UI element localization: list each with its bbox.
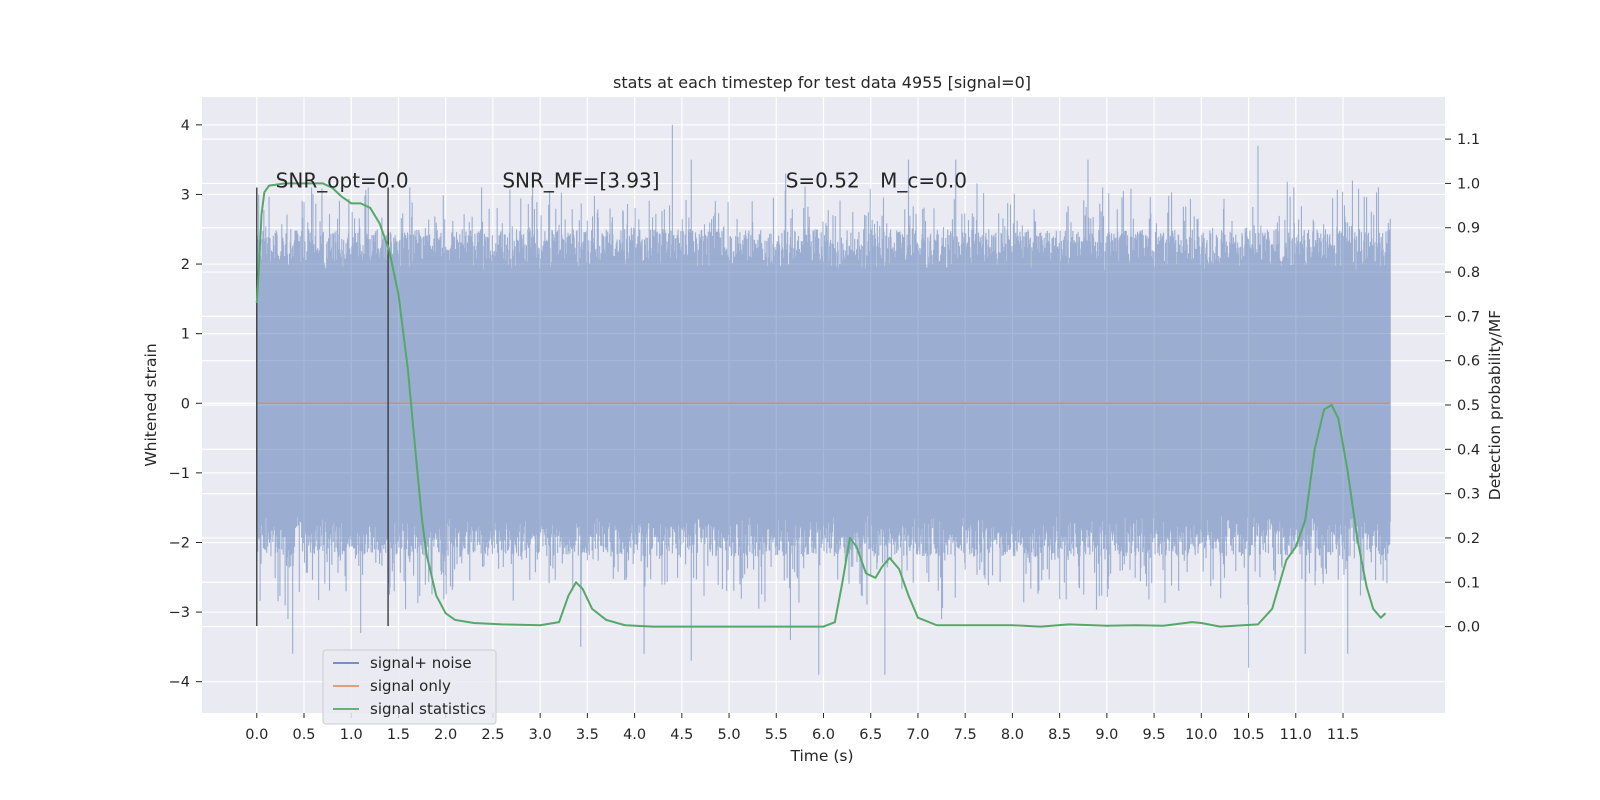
x-tick-label: 4.0 <box>623 727 646 743</box>
y-tick-label-right: 0.6 <box>1457 354 1480 370</box>
y-tick-label-right: 0.8 <box>1457 265 1480 281</box>
annotation-text: SNR_opt=0.0 <box>276 169 409 193</box>
x-tick-label: 6.5 <box>859 727 882 743</box>
y-tick-label-right: 0.3 <box>1457 487 1480 503</box>
y-tick-label-left: −2 <box>169 535 190 551</box>
x-tick-label: 9.5 <box>1143 727 1166 743</box>
y-tick-label-right: 1.0 <box>1457 176 1480 192</box>
y-tick-label-left: −1 <box>169 466 190 482</box>
annotations: SNR_opt=0.0 SNR_MF=[3.93] S=0.52 M_c=0.0 <box>276 169 967 193</box>
x-tick-label: 5.5 <box>765 727 788 743</box>
annotation-text: S=0.52 <box>786 169 860 193</box>
x-tick-label: 9.0 <box>1095 727 1118 743</box>
legend-label-signal-statistics: signal statistics <box>370 700 486 718</box>
x-tick-label: 1.0 <box>340 727 363 743</box>
y-tick-label-right: 0.0 <box>1457 620 1480 636</box>
x-tick-label: 11.0 <box>1280 727 1312 743</box>
y-tick-label-left: −4 <box>169 675 190 691</box>
legend: signal+ noise signal only signal statist… <box>322 649 497 725</box>
x-tick-label: 3.0 <box>529 727 552 743</box>
x-axis-label: Time (s) <box>789 747 853 765</box>
x-tick-label: 3.5 <box>576 727 599 743</box>
annotation-text: M_c=0.0 <box>880 169 967 193</box>
legend-label-signal-noise: signal+ noise <box>370 654 472 672</box>
signal-statistics-series <box>255 182 1387 628</box>
x-tick-label: 4.5 <box>670 727 693 743</box>
signal-statistics-line <box>255 182 1387 628</box>
x-tick-label: 0.0 <box>245 727 268 743</box>
y-tick-label-right: 1.1 <box>1457 132 1480 148</box>
x-tick-label: 10.0 <box>1185 727 1217 743</box>
y-tick-label-right: 0.5 <box>1457 398 1480 414</box>
y-tick-label-right: 0.9 <box>1457 221 1480 237</box>
y-tick-label-left: 2 <box>181 257 190 273</box>
x-tick-label: 2.5 <box>481 727 504 743</box>
y-tick-label-left: 4 <box>181 118 190 134</box>
annotation-text: SNR_MF=[3.93] <box>502 169 659 193</box>
x-tick-label: 6.0 <box>812 727 835 743</box>
y-tick-label-right: 0.7 <box>1457 309 1480 325</box>
x-tick-label: 10.5 <box>1232 727 1264 743</box>
x-tick-label: 2.0 <box>434 727 457 743</box>
y-tick-label-left: 0 <box>181 396 190 412</box>
legend-box <box>322 649 497 725</box>
chart-title: stats at each timestep for test data 495… <box>613 73 1031 92</box>
x-tick-label: 5.0 <box>718 727 741 743</box>
x-tick-label: 7.5 <box>954 727 977 743</box>
x-tick-label: 1.5 <box>387 727 410 743</box>
x-tick-label: 0.5 <box>292 727 315 743</box>
y-axis-label-left: Whitened strain <box>142 343 160 466</box>
y-tick-label-right: 0.2 <box>1457 531 1480 547</box>
y-tick-label-left: 1 <box>181 327 190 343</box>
tick-labels: 0.0 0.5 1.0 1.5 2.0 2.5 3.0 3.5 4.0 4.5 5.0 5.5 6.0 6… <box>169 118 1480 743</box>
vertical-markers <box>256 187 389 626</box>
y-tick-label-left: −3 <box>169 605 190 621</box>
y-tick-label-left: 3 <box>181 187 190 203</box>
legend-label-signal-only: signal only <box>370 677 451 695</box>
y-axis-label-right: Detection probability/MF <box>1486 310 1504 501</box>
x-tick-label: 8.5 <box>1048 727 1071 743</box>
y-tick-label-right: 0.4 <box>1457 442 1480 458</box>
x-tick-label: 11.5 <box>1327 727 1359 743</box>
y-tick-label-right: 0.1 <box>1457 575 1480 591</box>
x-tick-label: 8.0 <box>1001 727 1024 743</box>
x-tick-label: 7.0 <box>906 727 929 743</box>
